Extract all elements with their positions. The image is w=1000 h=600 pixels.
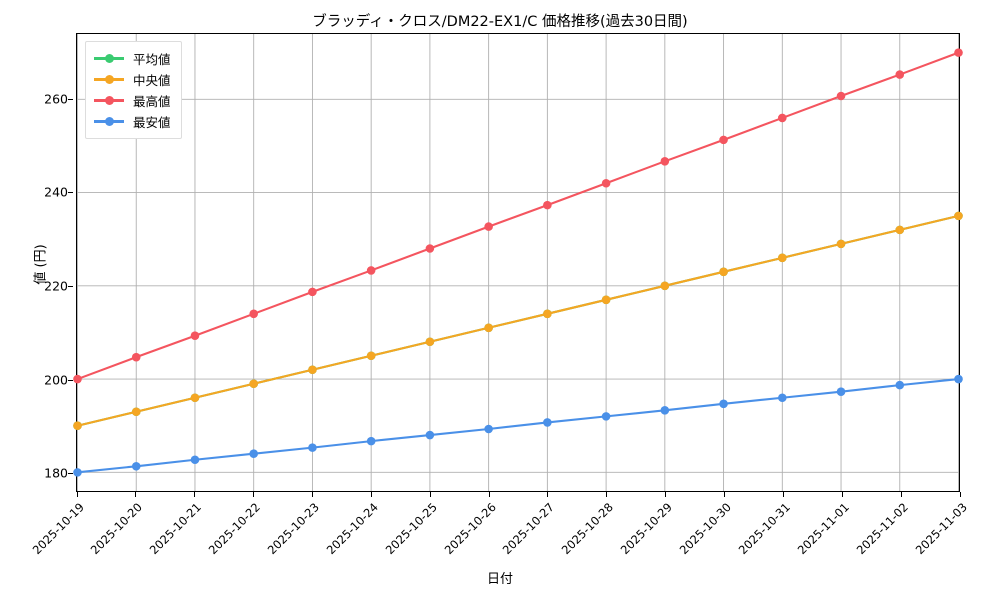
x-tick-mark <box>429 492 431 497</box>
x-tick-mark <box>959 492 961 497</box>
legend-item-平均値[interactable]: 平均値 <box>94 48 171 69</box>
x-tick-mark <box>253 492 255 497</box>
legend-label: 中央値 <box>133 73 171 88</box>
x-tick-mark <box>606 492 608 497</box>
legend-label: 最高値 <box>133 94 171 109</box>
legend-swatch-icon <box>94 53 124 65</box>
x-axis-ticks: 2025-10-19 2025-10-20 2025-10-21 2025-10-22… <box>29 492 969 562</box>
y-tick-mark <box>68 98 73 100</box>
x-tick-mark <box>370 492 372 497</box>
x-tick-mark <box>194 492 196 497</box>
data-series-layer <box>73 48 963 477</box>
y-tick-mark <box>68 192 73 194</box>
legend-label: 最安値 <box>133 115 171 130</box>
y-axis-ticks: 180 200 220 240 260 <box>0 33 73 492</box>
legend-item-中央値[interactable]: 中央値 <box>94 69 171 90</box>
y-tick-label: 240 <box>44 184 68 200</box>
x-tick-mark <box>76 492 78 497</box>
x-tick-mark <box>724 492 726 497</box>
x-tick-mark <box>135 492 137 497</box>
series-中央値 <box>73 211 963 430</box>
y-tick-mark <box>68 473 73 475</box>
legend-marker-icon <box>104 75 114 84</box>
y-tick-label: 200 <box>44 372 68 388</box>
grid-lines <box>77 34 959 491</box>
x-tick-mark <box>900 492 902 497</box>
legend-marker-icon <box>104 117 114 126</box>
y-tick-label: 260 <box>44 91 68 107</box>
series-最安値 <box>73 374 963 477</box>
chart-legend: 平均値中央値最高値最安値 <box>85 41 182 139</box>
legend-marker-icon <box>104 96 114 105</box>
legend-label: 平均値 <box>133 52 171 67</box>
series-最高値 <box>73 48 963 384</box>
y-tick-label: 220 <box>44 278 68 294</box>
legend-swatch-icon <box>94 116 124 128</box>
legend-swatch-icon <box>94 74 124 86</box>
legend-marker-icon <box>104 54 114 63</box>
x-tick-mark <box>488 492 490 497</box>
y-tick-label: 180 <box>44 465 68 481</box>
chart-title: ブラッディ・クロス/DM22-EX1/C 価格推移(過去30日間) <box>312 14 688 30</box>
legend-item-最高値[interactable]: 最高値 <box>94 90 171 111</box>
x-tick-mark <box>311 492 313 497</box>
plot-area <box>73 33 963 492</box>
x-tick-mark <box>841 492 843 497</box>
y-tick-mark <box>68 285 73 287</box>
x-axis-label: 日付 <box>486 572 513 587</box>
x-tick-mark <box>665 492 667 497</box>
x-tick-mark <box>782 492 784 497</box>
y-tick-mark <box>68 379 73 381</box>
x-tick-mark <box>547 492 549 497</box>
legend-item-最安値[interactable]: 最安値 <box>94 111 171 132</box>
legend-swatch-icon <box>94 95 124 107</box>
